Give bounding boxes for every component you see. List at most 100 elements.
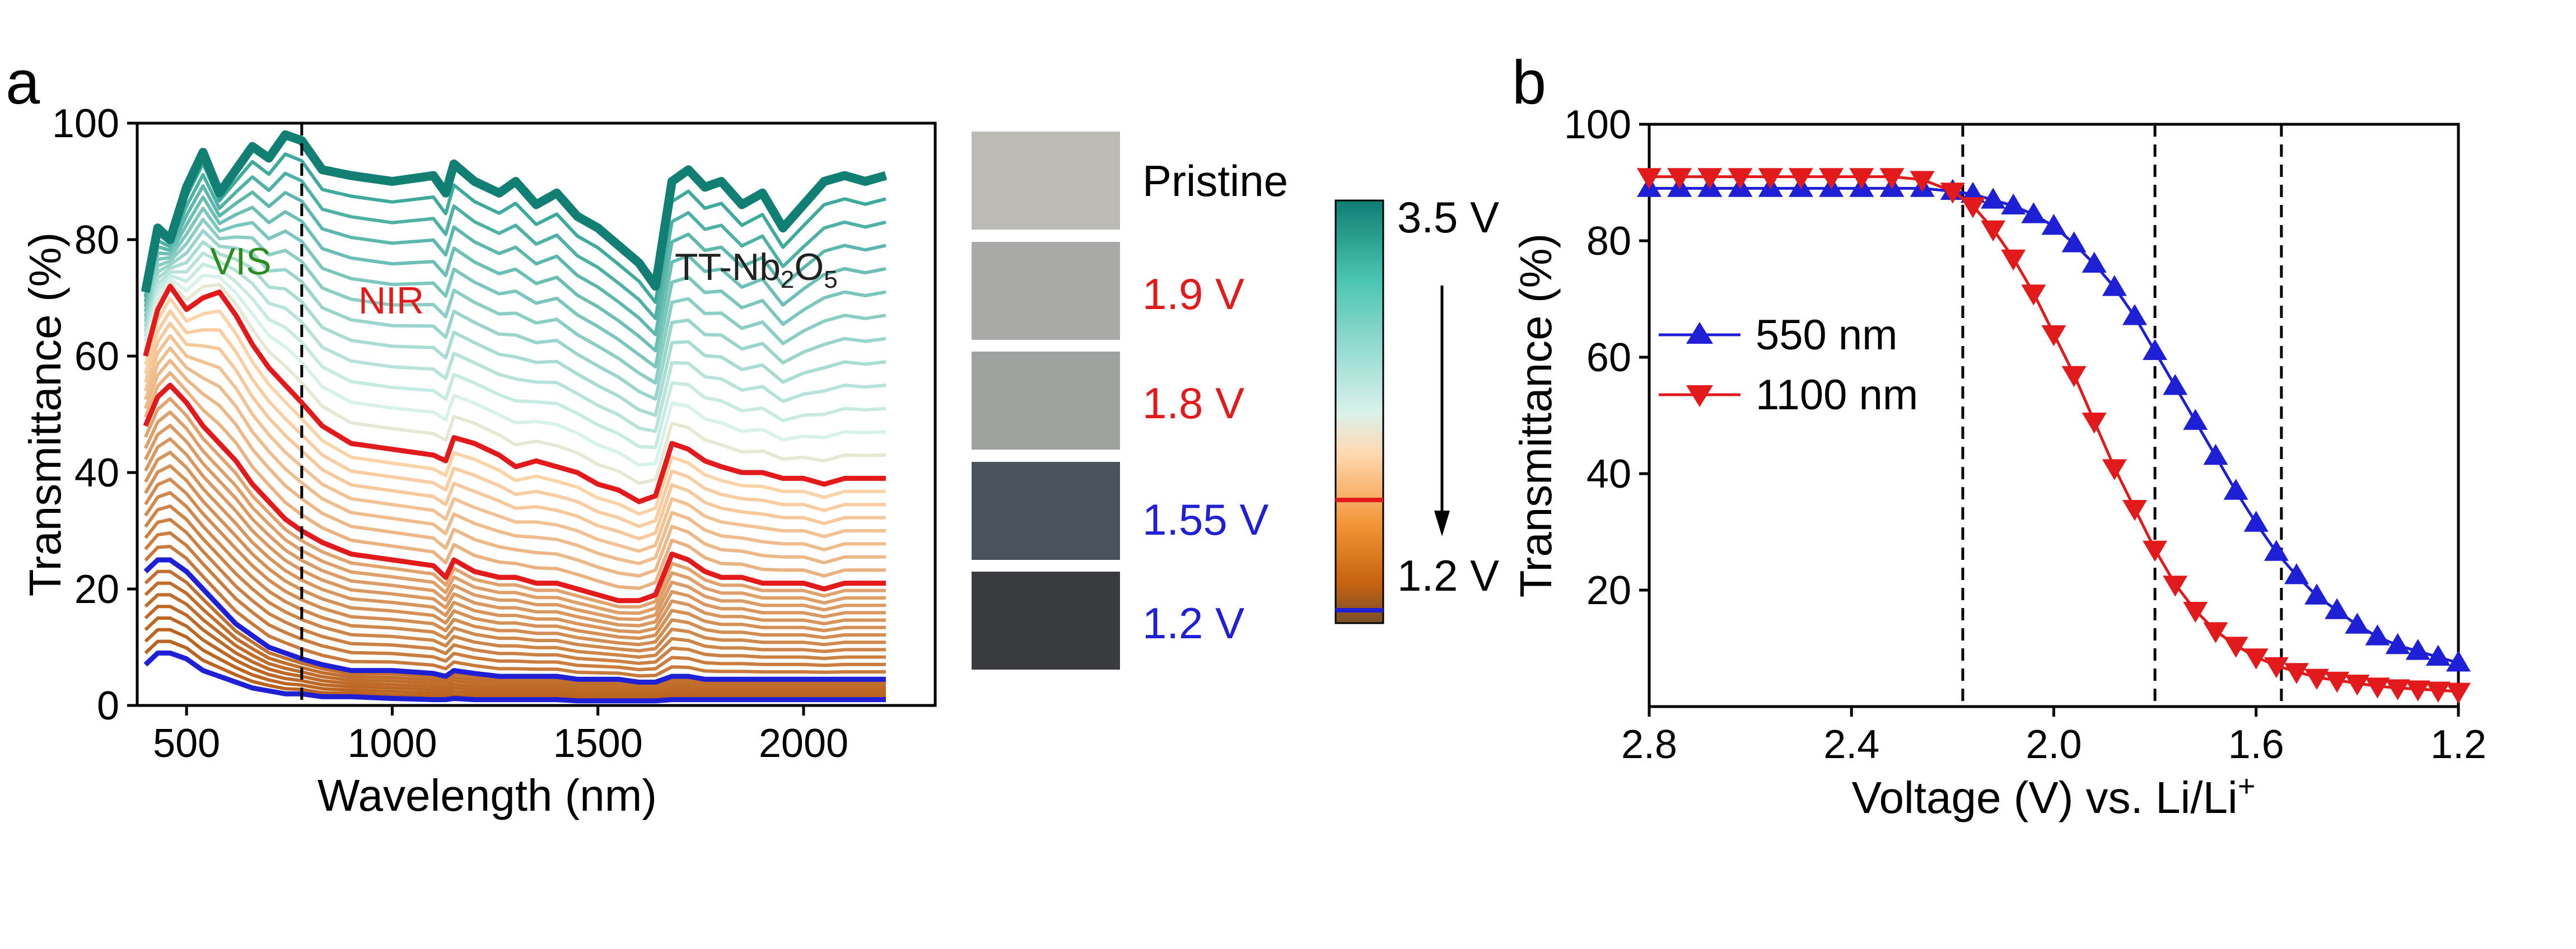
y-tick-label: 20 (1586, 568, 1631, 613)
series-1100-nm-point (2405, 680, 2430, 702)
spectrum-pristine-line (141, 130, 888, 293)
x-tick-label: 1000 (347, 721, 437, 766)
x-tick-label: 1.6 (2228, 722, 2284, 767)
chart-a-ylabel: Transmittance (%) (20, 232, 70, 597)
series-1100-nm-point (2143, 540, 2168, 562)
chart-b-ticks: 2.8 2.4 2.0 1.6 1.2 20 40 60 80 100 (1564, 102, 2486, 767)
spectrum-intermediate-line (144, 424, 886, 621)
chart-a-plot: 500 1000 1500 2000 0 20 40 60 80 100 VIS NIR TT-N… (20, 101, 937, 820)
series-550-nm-point (2284, 563, 2309, 585)
legend-550-marker (1686, 322, 1713, 344)
chart-b-series-group (1637, 168, 2471, 704)
series-550-nm-point (2405, 639, 2430, 660)
y-tick-label: 40 (74, 451, 119, 495)
series-1100-nm-point (2325, 671, 2350, 693)
legend-550-label: 550 nm (1756, 311, 1898, 359)
swatch-label-1-8v: 1.8 V (1142, 378, 1244, 428)
series-1100-nm-point (1667, 168, 1692, 189)
series-1100-nm-point (2163, 576, 2188, 597)
series-550-nm-point (2345, 613, 2370, 634)
series-1100-nm-point (2304, 668, 2330, 690)
panel-a-label: a (6, 48, 40, 117)
x-tick-label: 2.0 (2026, 722, 2082, 767)
spectrum-intermediate-line (143, 240, 886, 417)
series-1100-nm-point (1961, 197, 1985, 218)
series-1100-nm-point (2001, 249, 2026, 271)
series-1100-nm-point (1758, 168, 1783, 189)
annotation-material-sub2: 5 (824, 266, 837, 293)
x-tick-label: 2.8 (1621, 722, 1677, 767)
spectrum-highlight-line (143, 382, 886, 604)
series-550-nm-point (2021, 202, 2046, 223)
spectrum-intermediate-line (143, 309, 886, 529)
panel-b: b 2.8 2.4 2.0 1.6 1.2 20 40 60 80 100 550 nm 1100… (1511, 48, 2486, 822)
swatch-group: Pristine 1.9 V 1.8 V 1.55 V 1.2 V (972, 132, 1288, 670)
series-550-nm-point (2446, 651, 2471, 672)
swatch-label-1-55v: 1.55 V (1142, 495, 1269, 544)
swatch-1-9v (972, 242, 1120, 340)
swatch-1-55v (972, 462, 1120, 560)
series-550-nm-point (2264, 540, 2289, 561)
chart-b-voltage-markers (1961, 124, 2283, 707)
spectrum-intermediate-line (143, 321, 886, 541)
spectrum-intermediate-line (144, 616, 886, 696)
y-tick-label: 40 (1586, 452, 1631, 497)
spectrum-intermediate-line (143, 334, 886, 553)
swatch-1-2v (972, 572, 1120, 670)
spectrum-intermediate-line (143, 171, 886, 320)
spectrum-intermediate-line (143, 410, 886, 615)
annotation-material-main: TT-Nb (675, 246, 781, 288)
spectrum-intermediate-line (143, 184, 886, 336)
spectrum-lithiated-line (143, 650, 886, 704)
legend-1100-label: 1100 nm (1756, 371, 1918, 419)
series-1100-nm-point (2446, 682, 2471, 704)
y-tick-label: 60 (1586, 335, 1631, 380)
colorbar-arrow-head (1434, 511, 1450, 536)
spectrum-intermediate-line (144, 464, 886, 640)
series-1100-nm-point (1788, 168, 1813, 189)
series-1100-nm-point (2243, 648, 2269, 670)
series-1100-nm-point (1728, 168, 1753, 189)
series-1100-nm-point (2203, 622, 2228, 643)
series-1100-nm-point (2385, 679, 2410, 700)
series-1100-nm-point (1697, 168, 1723, 189)
spectrum-intermediate-line (144, 491, 886, 653)
series-550-nm-point (2143, 339, 2168, 360)
spectrum-intermediate-line (144, 581, 886, 689)
colorbar: 3.5 V 1.2 V (1334, 193, 1499, 624)
colorbar-bottom-label: 1.2 V (1397, 551, 1499, 600)
series-550-nm-point (2102, 275, 2127, 296)
spectrum-intermediate-line (144, 531, 886, 671)
spectrum-intermediate-line (143, 152, 886, 304)
series-550-nm-point (2304, 583, 2330, 605)
y-tick-label: 20 (74, 567, 119, 612)
chart-b-plot: 2.8 2.4 2.0 1.6 1.2 20 40 60 80 100 550 nm 1100 n… (1511, 102, 2486, 822)
y-tick-label: 80 (1586, 219, 1631, 264)
annotation-material-o: O (794, 246, 824, 288)
annotation-material-sub1: 2 (781, 266, 794, 293)
spectrum-intermediate-line (144, 437, 886, 628)
series-1100-nm-point (1981, 220, 2006, 242)
series-550-nm-line (1649, 186, 2459, 665)
y-tick-label: 100 (1564, 102, 1631, 147)
spectrum-intermediate-line (143, 251, 886, 433)
spectrum-intermediate-line (143, 229, 886, 401)
series-1100-nm-point (1819, 168, 1844, 189)
spectrum-intermediate-line (143, 218, 886, 385)
y-tick-label: 0 (97, 684, 119, 728)
x-tick-label: 1.2 (2430, 722, 2486, 767)
x-tick-label: 1500 (553, 721, 643, 766)
series-550-nm-point (2325, 598, 2350, 619)
spectrum-intermediate-line (144, 504, 886, 659)
series-550-nm-point (2183, 409, 2208, 430)
series-1100-nm-point (2284, 663, 2309, 684)
spectrum-intermediate-line (143, 195, 886, 353)
series-550-nm-point (2082, 251, 2107, 273)
series-1100-nm-point (2021, 284, 2046, 306)
series-1100-nm-point (2061, 366, 2087, 387)
series-1100-nm-point (1910, 171, 1935, 192)
spectrum-intermediate-line (144, 593, 886, 691)
series-1100-nm-point (2122, 500, 2147, 521)
chart-a-series-group (141, 130, 888, 704)
